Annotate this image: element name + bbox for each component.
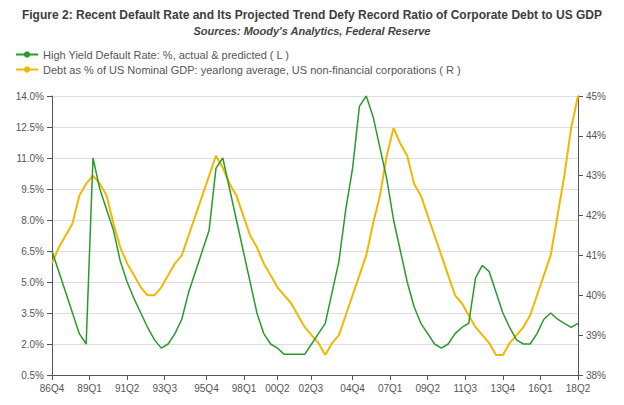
svg-text:93Q3: 93Q3: [152, 383, 177, 394]
svg-text:16Q1: 16Q1: [528, 383, 553, 394]
svg-text:8.0%: 8.0%: [21, 215, 44, 226]
svg-text:Sources: Moody's Analytics, Fe: Sources: Moody's Analytics, Federal Rese…: [194, 25, 431, 37]
svg-text:5.0%: 5.0%: [21, 277, 44, 288]
svg-text:98Q1: 98Q1: [232, 383, 257, 394]
svg-text:3.5%: 3.5%: [21, 308, 44, 319]
svg-text:11Q3: 11Q3: [453, 383, 477, 394]
svg-text:High Yield Default Rate: %, ac: High Yield Default Rate: %, actual & pre…: [43, 49, 289, 61]
svg-text:07Q1: 07Q1: [378, 383, 403, 394]
svg-text:45%: 45%: [586, 91, 606, 102]
svg-text:0.5%: 0.5%: [21, 370, 44, 381]
svg-text:Figure 2: Recent Default Rate: Figure 2: Recent Default Rate and Its Pr…: [22, 8, 602, 22]
svg-text:91Q2: 91Q2: [115, 383, 140, 394]
svg-text:04Q4: 04Q4: [340, 383, 365, 394]
svg-text:09Q2: 09Q2: [415, 383, 440, 394]
svg-text:02Q3: 02Q3: [299, 383, 324, 394]
svg-text:40%: 40%: [586, 290, 606, 301]
svg-text:43%: 43%: [586, 170, 606, 181]
svg-text:95Q4: 95Q4: [194, 383, 219, 394]
svg-text:00Q2: 00Q2: [265, 383, 290, 394]
svg-text:38%: 38%: [586, 370, 606, 381]
svg-text:11.0%: 11.0%: [16, 153, 44, 164]
svg-text:13Q4: 13Q4: [491, 383, 516, 394]
svg-text:2.0%: 2.0%: [21, 339, 44, 350]
svg-text:89Q1: 89Q1: [77, 383, 102, 394]
svg-text:12.5%: 12.5%: [16, 122, 44, 133]
svg-text:14.0%: 14.0%: [16, 91, 44, 102]
svg-text:42%: 42%: [586, 210, 606, 221]
svg-text:6.5%: 6.5%: [21, 246, 44, 257]
svg-text:86Q4: 86Q4: [40, 383, 65, 394]
svg-text:44%: 44%: [586, 130, 606, 141]
svg-text:9.5%: 9.5%: [21, 184, 44, 195]
svg-text:41%: 41%: [586, 250, 606, 261]
svg-text:18Q2: 18Q2: [566, 383, 591, 394]
svg-text:Debt as % of US Nominal GDP: y: Debt as % of US Nominal GDP: yearlong av…: [43, 64, 461, 76]
svg-text:39%: 39%: [586, 330, 606, 341]
